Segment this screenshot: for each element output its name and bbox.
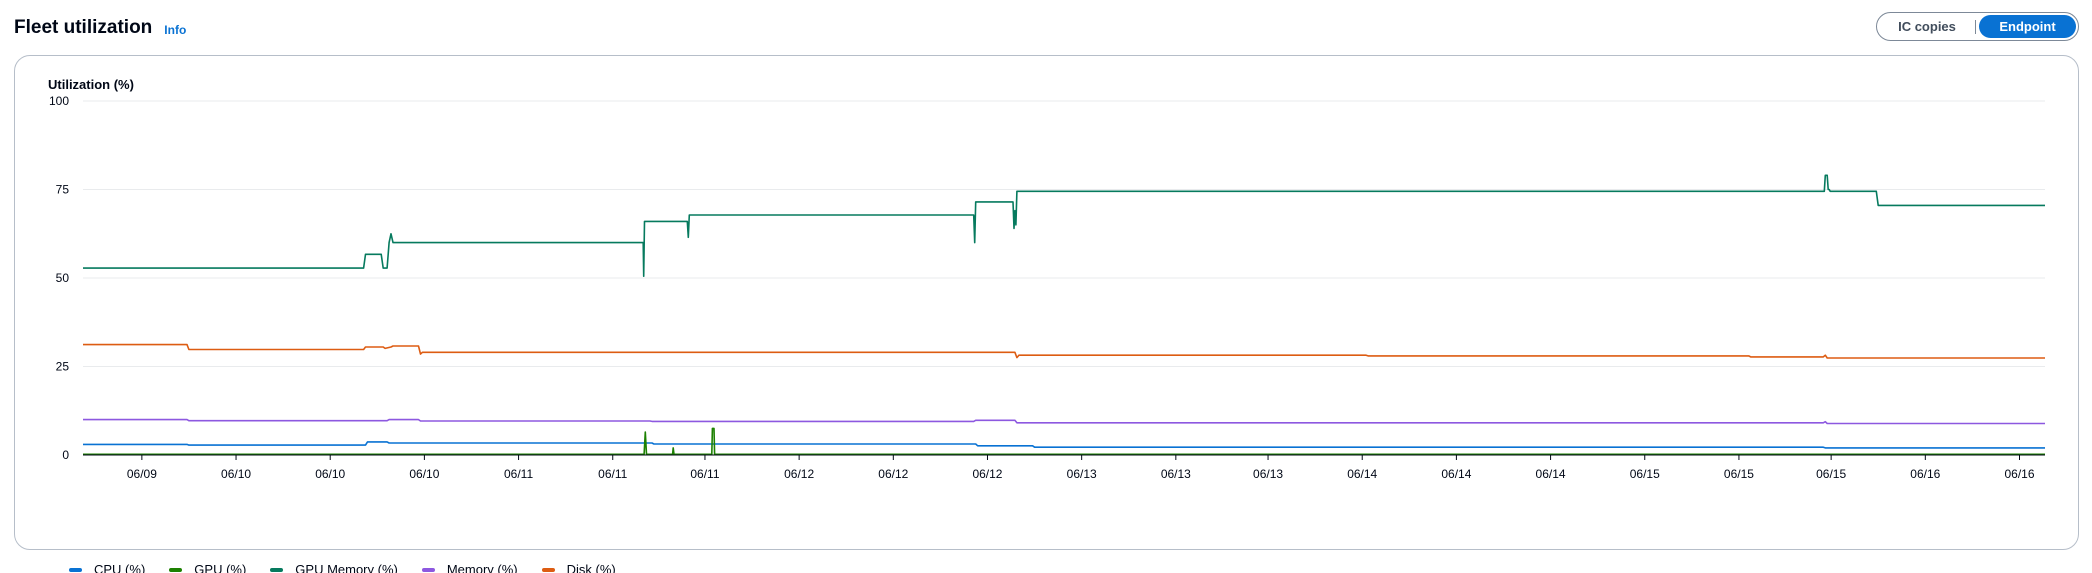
legend-label-memory: Memory (%) [446, 562, 518, 573]
info-link[interactable]: Info [164, 23, 187, 37]
x-tick-label: 06/10 [315, 467, 345, 481]
x-tick-label: 06/14 [1441, 467, 1471, 481]
x-tick-label: 06/13 [1067, 467, 1097, 481]
series-line-gpu[interactable] [83, 427, 2045, 456]
y-tick-label: 0 [62, 448, 69, 462]
x-tick-label: 06/10 [409, 467, 439, 481]
y-tick-labels: 0 25 50 75 100 [49, 94, 69, 462]
legend-item-memory[interactable]: Memory (%) [421, 562, 518, 573]
x-tick-label: 06/13 [1253, 467, 1283, 481]
y-tick-label: 75 [56, 183, 70, 197]
legend-swatch-gpu-memory [270, 567, 284, 572]
endpoint-toggle-button[interactable]: Endpoint [1979, 15, 2076, 38]
x-tick-label: 06/12 [878, 467, 908, 481]
x-tick-label: 06/15 [1724, 467, 1754, 481]
view-toggle: IC copies Endpoint [1876, 12, 2079, 41]
x-tick-label: 06/11 [504, 467, 533, 481]
legend-swatch-disk [541, 567, 555, 572]
y-tick-label: 100 [49, 94, 69, 108]
series-lines [83, 174, 2045, 456]
legend-swatch-memory [421, 567, 435, 572]
x-tick-label: 06/11 [598, 467, 627, 481]
x-tick-labels: 06/09 06/10 06/10 06/10 06/11 06/11 06/11 06/12… [127, 455, 2035, 481]
x-tick-label: 06/11 [690, 467, 719, 481]
y-tick-label: 25 [56, 360, 70, 374]
ic-copies-toggle-button[interactable]: IC copies [1898, 19, 1956, 34]
series-line-disk[interactable] [83, 343, 2045, 359]
legend-swatch-cpu [69, 567, 82, 572]
x-tick-label: 06/16 [2004, 467, 2034, 481]
header: Fleet utilization Info [14, 14, 186, 42]
toggle-divider [1975, 19, 1976, 34]
series-line-cpu[interactable] [83, 441, 2045, 449]
legend-item-disk[interactable]: Disk (%) [541, 562, 616, 573]
legend-label-gpu-memory: GPU Memory (%) [295, 562, 398, 573]
x-tick-label: 06/10 [221, 467, 251, 481]
legend-label-disk: Disk (%) [566, 562, 616, 573]
chart-container: Utilization (%) 0 25 50 75 100 06/09 06/10 06/… [14, 55, 2079, 573]
series-line-gpu-memory[interactable] [83, 174, 2045, 277]
series-line-memory[interactable] [83, 418, 2045, 425]
legend-swatch-gpu [169, 567, 183, 572]
y-tick-label: 50 [56, 271, 70, 285]
x-tick-label: 06/14 [1536, 467, 1566, 481]
y-axis-title: Utilization (%) [48, 77, 134, 92]
x-tick-label: 06/13 [1161, 467, 1191, 481]
x-tick-label: 06/14 [1347, 467, 1377, 481]
x-tick-label: 06/15 [1630, 467, 1660, 481]
x-tick-label: 06/15 [1816, 467, 1846, 481]
legend-item-gpu-memory[interactable]: GPU Memory (%) [270, 562, 398, 573]
gridlines [83, 100, 2045, 367]
x-tick-label: 06/09 [127, 467, 157, 481]
x-tick-label: 06/12 [784, 467, 814, 481]
legend-label-cpu: CPU (%) [94, 562, 146, 573]
legend: CPU (%) GPU (%) GPU Memory (%) Memory (%… [69, 562, 640, 573]
x-tick-label: 06/16 [1910, 467, 1940, 481]
x-tick-label: 06/12 [972, 467, 1002, 481]
page-title: Fleet utilization [14, 17, 153, 38]
legend-label-gpu: GPU (%) [194, 562, 247, 573]
legend-item-cpu[interactable]: CPU (%) [69, 562, 145, 573]
legend-item-gpu[interactable]: GPU (%) [169, 562, 246, 573]
